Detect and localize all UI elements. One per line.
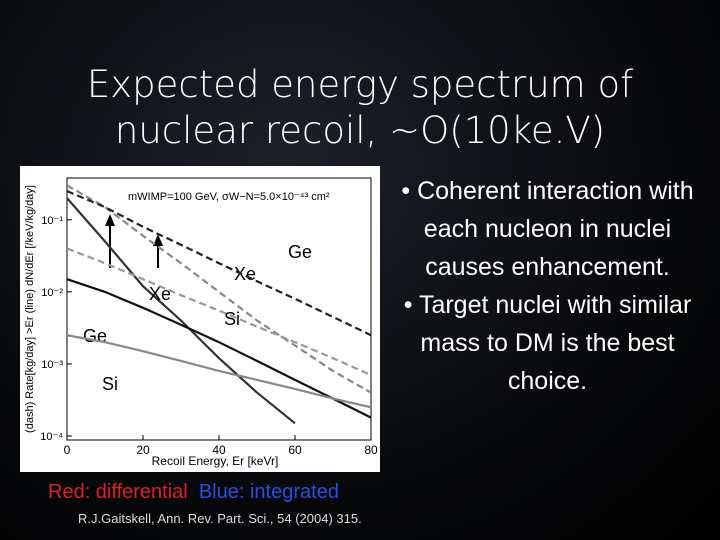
curve-label: Xe	[149, 284, 171, 304]
bullet-list: Coherent interaction with each nucleon i…	[385, 172, 710, 400]
y-tick-label: 10⁻⁴	[40, 431, 63, 443]
caption-red: Red: differential	[48, 481, 188, 503]
y-tick-label: 10⁻²	[41, 287, 63, 299]
title-line: Expected energy spectrum of	[86, 63, 634, 106]
x-tick-label: 0	[64, 443, 71, 457]
x-tick-label: 20	[136, 443, 150, 457]
curve-label: Ge	[288, 242, 312, 262]
curve-label: Xe	[234, 264, 256, 284]
series-line	[67, 334, 371, 409]
caption: Red: differential Blue: integrated	[48, 481, 339, 504]
x-tick-label: 80	[364, 443, 378, 457]
series-line	[67, 184, 371, 394]
y-tick-label: 10⁻³	[41, 359, 63, 371]
arrow-head	[105, 214, 115, 226]
curve-label: Si	[102, 374, 118, 394]
x-tick-label: 40	[212, 443, 226, 457]
citation: R.J.Gaitskell, Ann. Rev. Part. Sci., 54 …	[78, 511, 362, 526]
title-line: nuclear recoil, ~O(10ke.V)	[114, 109, 606, 152]
series-line	[67, 278, 371, 419]
y-tick-label: 10⁻¹	[41, 215, 63, 227]
bullet: Coherent interaction with each nucleon i…	[385, 172, 710, 286]
caption-blue: Blue: integrated	[198, 481, 339, 503]
bullet: Target nuclei with similar mass to DM is…	[385, 286, 710, 400]
arrow-head	[153, 234, 163, 246]
x-axis-label: Recoil Energy, Er [keVr]	[152, 454, 279, 468]
curve-label: Si	[224, 309, 240, 329]
chart-panel	[20, 166, 380, 472]
y-axis-label: (dash) Rate[kg/day] >Er (line) dN/dEr [/…	[24, 185, 36, 433]
x-tick-label: 60	[288, 443, 302, 457]
series-line	[67, 190, 371, 337]
slide-title: Expected energy spectrum of nuclear recoi…	[0, 62, 720, 154]
annotation: mWIMP=100 GeV, σW−N=5.0×10⁻⁴³ cm²	[128, 191, 330, 203]
series-line	[67, 197, 296, 425]
